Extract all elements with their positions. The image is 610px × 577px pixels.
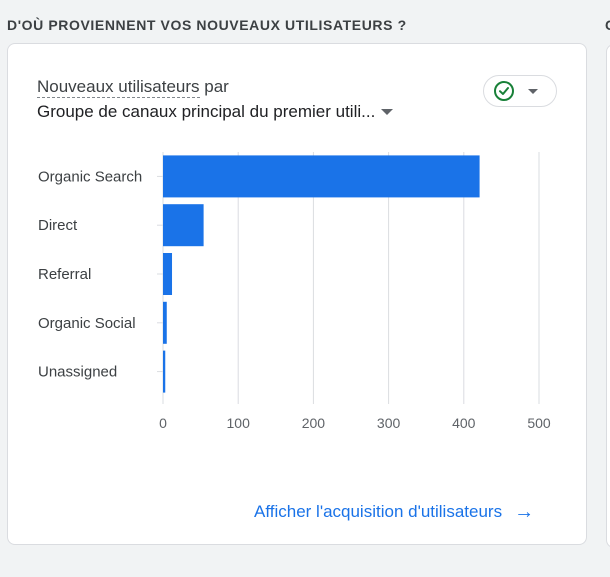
x-tick-label: 400 (452, 415, 476, 431)
category-label: Direct (38, 217, 78, 234)
x-tick-label: 100 (227, 415, 251, 431)
x-tick-label: 500 (527, 415, 551, 431)
dimension-selector[interactable]: Groupe de canaux principal du premier ut… (37, 102, 394, 122)
data-quality-chip[interactable] (483, 75, 557, 107)
bar-organic-social[interactable] (163, 301, 167, 344)
dimension-label[interactable]: Groupe de canaux principal du premier ut… (37, 102, 376, 121)
x-tick-label: 300 (377, 415, 401, 431)
bar-organic-search[interactable] (163, 155, 480, 198)
chevron-down-icon[interactable] (528, 88, 538, 94)
arrow-right-icon[interactable]: → (514, 501, 535, 523)
cta-label[interactable]: Afficher l'acquisition d'utilisateurs (254, 502, 503, 521)
category-label: Organic Social (38, 315, 136, 332)
category-label: Unassigned (38, 364, 117, 381)
bar-unassigned[interactable] (163, 350, 166, 393)
new-users-card: Nouveaux utilisateurs par Groupe de cana… (7, 43, 587, 545)
bar-chart: 0 100 200 300 400 500 Organic Search Direct Refe… (38, 152, 551, 431)
bar-referral[interactable] (163, 253, 173, 295)
metric-name[interactable]: Nouveaux utilisateurs (37, 77, 200, 98)
next-section-title: C (605, 17, 610, 33)
bar-direct[interactable] (163, 204, 204, 247)
metric-suffix: par (204, 77, 229, 96)
metric-selector[interactable]: Nouveaux utilisateurs par (37, 77, 229, 98)
x-tick-label: 200 (302, 415, 326, 431)
next-card-edge (606, 44, 610, 548)
section-title: D'OÙ PROVIENNENT VOS NOUVEAUX UTILISATEU… (7, 17, 407, 33)
x-tick-label: 0 (159, 415, 167, 431)
caret-down-icon[interactable] (381, 109, 394, 115)
category-label: Organic Search (38, 168, 142, 185)
check-circle-icon (494, 81, 514, 101)
category-label: Referral (38, 266, 91, 283)
view-user-acquisition-link[interactable]: Afficher l'acquisition d'utilisateurs → (254, 502, 534, 522)
